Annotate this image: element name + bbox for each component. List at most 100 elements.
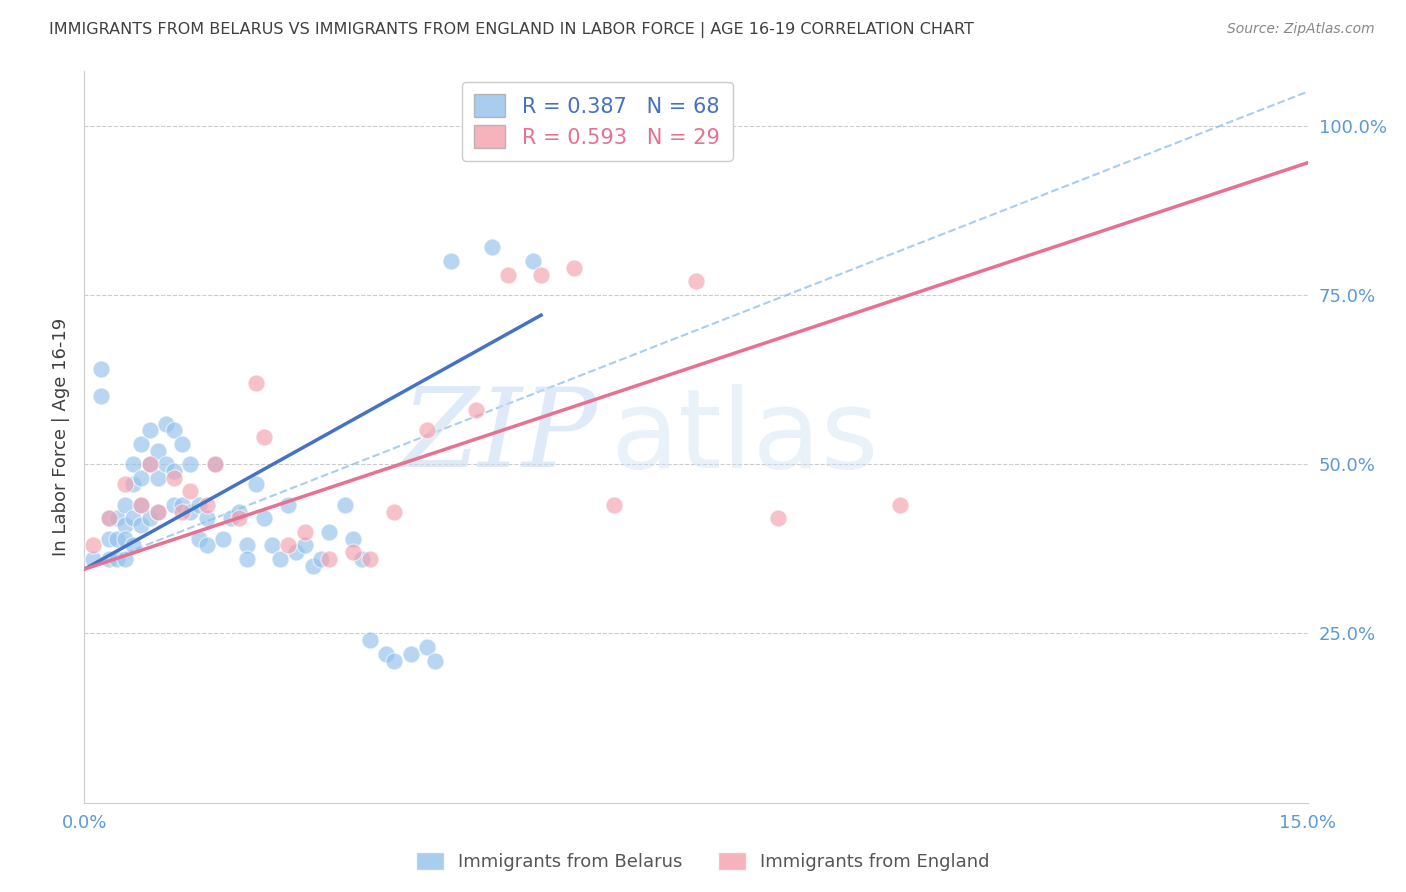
Point: [603, 498, 626, 512]
Point: [172, 505, 194, 519]
Point: [131, 437, 153, 451]
Point: [562, 260, 585, 275]
Point: [97, 511, 120, 525]
Point: [440, 254, 463, 268]
Point: [146, 471, 169, 485]
Legend: R = 0.387   N = 68, R = 0.593   N = 29: R = 0.387 N = 68, R = 0.593 N = 29: [461, 82, 733, 161]
Point: [179, 457, 201, 471]
Point: [318, 524, 340, 539]
Point: [138, 457, 160, 471]
Point: [138, 511, 160, 525]
Point: [122, 477, 145, 491]
Point: [228, 505, 250, 519]
Point: [146, 505, 169, 519]
Point: [245, 376, 267, 390]
Point: [131, 471, 153, 485]
Point: [97, 532, 120, 546]
Point: [382, 505, 405, 519]
Point: [399, 647, 422, 661]
Point: [294, 538, 316, 552]
Point: [277, 498, 299, 512]
Point: [155, 457, 177, 471]
Point: [359, 633, 381, 648]
Point: [172, 437, 194, 451]
Point: [375, 647, 398, 661]
Point: [498, 268, 520, 282]
Point: [236, 538, 259, 552]
Point: [114, 477, 136, 491]
Point: [187, 498, 209, 512]
Point: [82, 552, 104, 566]
Point: [122, 511, 145, 525]
Point: [122, 538, 145, 552]
Point: [464, 403, 486, 417]
Point: [146, 443, 169, 458]
Point: [163, 464, 186, 478]
Point: [245, 477, 267, 491]
Point: [481, 240, 503, 254]
Point: [318, 552, 340, 566]
Point: [342, 532, 364, 546]
Point: [285, 545, 308, 559]
Point: [82, 538, 104, 552]
Text: atlas: atlas: [610, 384, 879, 491]
Point: [131, 498, 153, 512]
Point: [766, 511, 789, 525]
Point: [301, 558, 323, 573]
Legend: Immigrants from Belarus, Immigrants from England: Immigrants from Belarus, Immigrants from…: [409, 845, 997, 879]
Text: IMMIGRANTS FROM BELARUS VS IMMIGRANTS FROM ENGLAND IN LABOR FORCE | AGE 16-19 CO: IMMIGRANTS FROM BELARUS VS IMMIGRANTS FR…: [49, 22, 974, 38]
Point: [522, 254, 544, 268]
Point: [204, 457, 226, 471]
Point: [90, 389, 112, 403]
Point: [90, 362, 112, 376]
Point: [114, 518, 136, 533]
Point: [195, 498, 218, 512]
Point: [97, 552, 120, 566]
Point: [122, 457, 145, 471]
Point: [187, 532, 209, 546]
Point: [219, 511, 242, 525]
Text: Source: ZipAtlas.com: Source: ZipAtlas.com: [1227, 22, 1375, 37]
Point: [138, 457, 160, 471]
Point: [359, 552, 381, 566]
Point: [97, 511, 120, 525]
Point: [228, 511, 250, 525]
Point: [236, 552, 259, 566]
Point: [204, 457, 226, 471]
Point: [131, 518, 153, 533]
Point: [105, 511, 128, 525]
Point: [105, 552, 128, 566]
Point: [423, 654, 446, 668]
Point: [309, 552, 332, 566]
Point: [212, 532, 235, 546]
Point: [253, 430, 276, 444]
Point: [114, 498, 136, 512]
Point: [382, 654, 405, 668]
Point: [277, 538, 299, 552]
Point: [342, 545, 364, 559]
Point: [155, 417, 177, 431]
Point: [195, 538, 218, 552]
Text: ZIP: ZIP: [402, 384, 598, 491]
Point: [163, 423, 186, 437]
Point: [260, 538, 283, 552]
Point: [179, 505, 201, 519]
Point: [179, 484, 201, 499]
Point: [416, 640, 439, 654]
Point: [889, 498, 911, 512]
Point: [138, 423, 160, 437]
Point: [114, 552, 136, 566]
Point: [105, 532, 128, 546]
Point: [163, 471, 186, 485]
Point: [163, 498, 186, 512]
Point: [335, 498, 357, 512]
Point: [131, 498, 153, 512]
Point: [114, 532, 136, 546]
Point: [195, 511, 218, 525]
Point: [294, 524, 316, 539]
Point: [416, 423, 439, 437]
Point: [253, 511, 276, 525]
Point: [350, 552, 373, 566]
Point: [530, 268, 553, 282]
Point: [685, 274, 707, 288]
